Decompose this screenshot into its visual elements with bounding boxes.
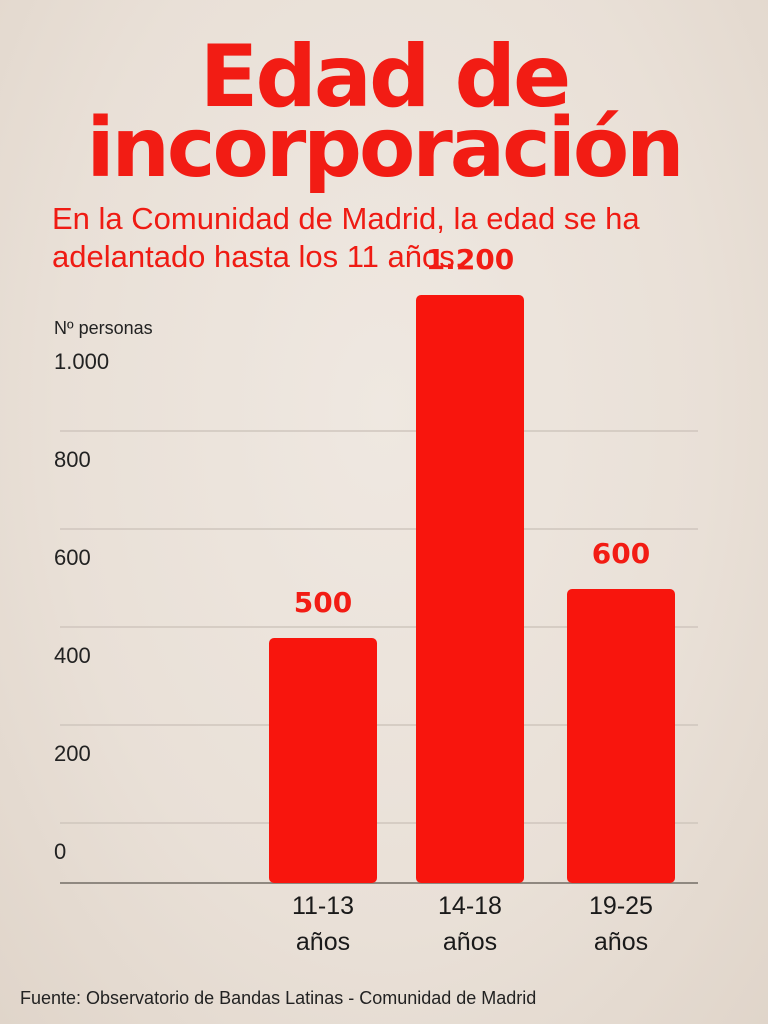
y-tick-label: 600 [54,545,91,570]
y-tick-label: 800 [54,447,91,472]
bar-2 [416,295,524,883]
x-tick-label-unit: años [296,928,350,956]
subtitle: En la Comunidad de Madrid, la edad se ha… [52,201,640,274]
y-tick-label: 1.000 [54,349,109,374]
x-tick-label-unit: años [594,928,648,956]
data-label: 500 [294,586,352,619]
bar-1 [269,638,377,883]
data-label: 600 [592,537,650,570]
x-tick-label: 19-25 [589,892,653,920]
y-tick-label: 400 [54,643,91,668]
bar-3 [567,589,675,883]
title-line-2: incorporación [86,101,684,196]
x-tick-label-unit: años [443,928,497,956]
title-line-1: Edad de [199,27,572,127]
x-tick-label: 11-13 [292,892,354,920]
y-axis-label: Nº personas [54,318,153,338]
y-tick-label: 0 [54,839,66,864]
data-label: 1.200 [426,243,515,276]
y-tick-label: 200 [54,741,91,766]
source-note: Fuente: Observatorio de Bandas Latinas -… [20,988,537,1008]
x-tick-label: 14-18 [438,892,502,920]
